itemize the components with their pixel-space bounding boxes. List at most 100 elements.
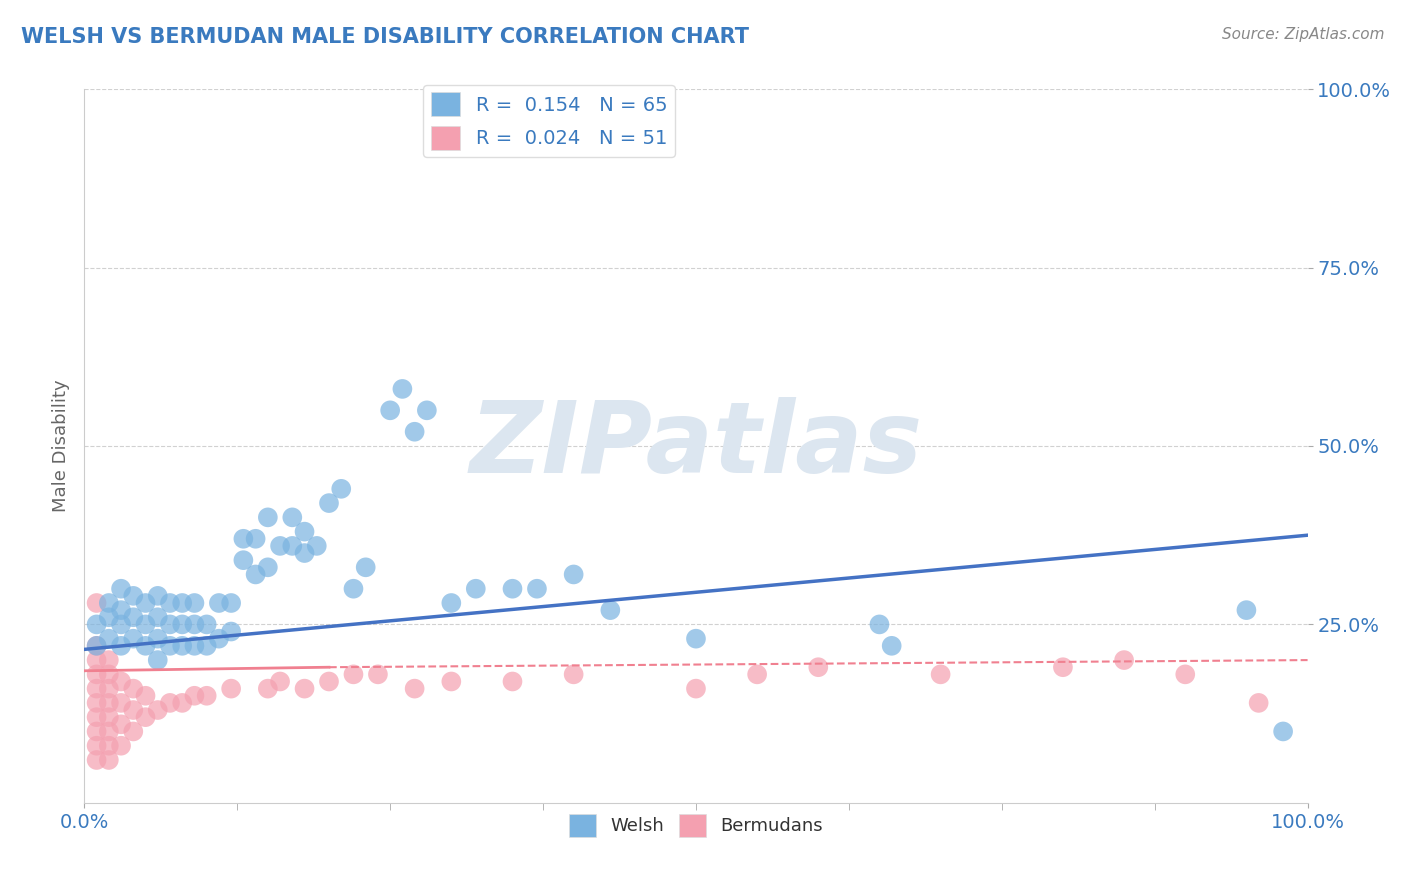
Point [208,596,231,610]
Point [294,524,316,539]
Point [599,603,621,617]
Point [86,617,108,632]
Point [86,639,108,653]
Point [318,674,340,689]
Point [97,739,120,753]
Point [416,403,439,417]
Point [562,567,585,582]
Point [502,674,524,689]
Legend: Welsh, Bermudans: Welsh, Bermudans [562,807,830,844]
Point [294,681,316,696]
Point [86,724,108,739]
Point [97,753,120,767]
Point [305,539,328,553]
Point [146,703,169,717]
Point [880,639,903,653]
Point [135,617,157,632]
Text: ZIPatlas: ZIPatlas [470,398,922,494]
Point [257,681,280,696]
Point [1114,653,1136,667]
Point [281,539,304,553]
Point [330,482,353,496]
Point [257,560,280,574]
Point [526,582,548,596]
Point [97,696,120,710]
Point [172,696,194,710]
Point [122,632,145,646]
Point [110,603,132,617]
Point [245,532,267,546]
Point [747,667,769,681]
Point [146,610,169,624]
Point [122,724,145,739]
Point [391,382,413,396]
Point [929,667,952,681]
Text: WELSH VS BERMUDAN MALE DISABILITY CORRELATION CHART: WELSH VS BERMUDAN MALE DISABILITY CORREL… [21,27,749,46]
Point [86,753,108,767]
Point [97,596,120,610]
Point [440,674,463,689]
Point [1247,696,1270,710]
Point [318,496,340,510]
Point [257,510,280,524]
Point [110,717,132,731]
Point [219,596,242,610]
Point [97,653,120,667]
Point [97,610,120,624]
Point [97,667,120,681]
Point [135,710,157,724]
Point [97,710,120,724]
Point [281,510,304,524]
Point [97,724,120,739]
Y-axis label: Male Disability: Male Disability [52,380,70,512]
Point [86,653,108,667]
Point [159,696,181,710]
Point [219,624,242,639]
Point [195,617,218,632]
Point [86,667,108,681]
Point [110,739,132,753]
Point [86,696,108,710]
Point [183,639,205,653]
Point [110,696,132,710]
Point [146,589,169,603]
Point [86,639,108,653]
Point [183,596,205,610]
Point [110,674,132,689]
Point [122,681,145,696]
Point [1236,603,1258,617]
Point [342,667,364,681]
Point [122,610,145,624]
Point [135,596,157,610]
Point [380,403,402,417]
Point [146,653,169,667]
Point [195,639,218,653]
Point [232,553,254,567]
Point [86,681,108,696]
Point [269,674,291,689]
Text: Source: ZipAtlas.com: Source: ZipAtlas.com [1222,27,1385,42]
Point [807,660,830,674]
Point [464,582,486,596]
Point [183,689,205,703]
Point [122,589,145,603]
Point [183,617,205,632]
Point [269,539,291,553]
Point [97,632,120,646]
Point [110,582,132,596]
Point [172,617,194,632]
Point [404,681,426,696]
Point [1272,724,1295,739]
Point [172,596,194,610]
Point [1052,660,1074,674]
Point [294,546,316,560]
Point [440,596,463,610]
Point [159,617,181,632]
Point [208,632,231,646]
Point [172,639,194,653]
Point [354,560,377,574]
Point [195,689,218,703]
Point [135,639,157,653]
Point [159,639,181,653]
Point [86,710,108,724]
